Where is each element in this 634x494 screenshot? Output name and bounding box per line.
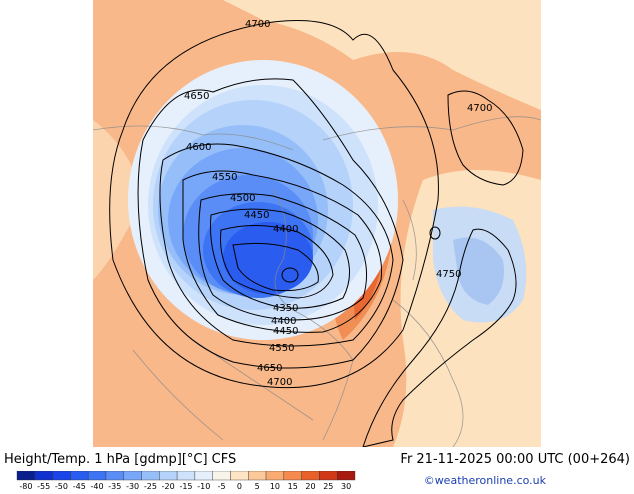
colorbar-swatch (248, 470, 267, 481)
colorbar-swatch (176, 470, 196, 481)
colorbar-swatch (87, 470, 107, 481)
colorbar-swatch (159, 470, 178, 481)
colorbar-tick-label: -80 (19, 482, 32, 490)
colorbar-swatch (230, 470, 249, 481)
map-title: Height/Temp. 1 hPa [gdmp][°C] CFS (4, 452, 237, 467)
colorbar-swatch (123, 470, 142, 481)
colorbar-swatch (52, 470, 71, 481)
contour-label: 4450 (244, 210, 269, 221)
contour-label: 4650 (257, 363, 282, 374)
contour-label: 4650 (184, 91, 209, 102)
colorbar-swatch (16, 470, 35, 481)
colorbar-tick-label: -15 (179, 482, 192, 490)
contour-labels: 4700 4700 4650 4600 4550 4500 4450 4400 … (184, 19, 492, 388)
colorbar-swatch (141, 470, 160, 481)
map-timestamp: Fr 21-11-2025 00:00 UTC (00+264) (400, 452, 630, 467)
color-legend: -80 -55 -50 -45 -40 -35 -30 -25 -20 -15 -10 -5 0 5 10 1… (12, 470, 360, 491)
colorbar-tick-label: -10 (197, 482, 210, 490)
contour-label: 4700 (467, 103, 492, 114)
contour-label: 4550 (269, 343, 294, 354)
colorbar-tick-label: -35 (108, 482, 121, 490)
colorbar-swatch (337, 470, 356, 481)
colorbar-tick-label: 10 (270, 482, 280, 490)
colorbar-swatch (319, 470, 338, 481)
colorbar-tick-label: -25 (144, 482, 157, 490)
contour-label: 4350 (273, 303, 298, 314)
colorbar-tick-label: -45 (73, 482, 86, 490)
colorbar-swatch (70, 470, 89, 481)
colorbar-swatch (105, 470, 124, 481)
height-contours (109, 19, 524, 447)
colorbar-tick-label: 0 (237, 482, 242, 490)
contour-label: 4700 (245, 19, 270, 30)
colorbar-tick-label: -5 (218, 482, 226, 490)
colorbar-tick-label: 15 (288, 482, 298, 490)
colorbar-tick-label: -50 (55, 482, 68, 490)
footer-title-bar: Height/Temp. 1 hPa [gdmp][°C] CFS Fr 21-… (0, 452, 634, 468)
colorbar-tick-label: -30 (126, 482, 139, 490)
colorbar-tick-label: 30 (341, 482, 351, 490)
colorbar-tick-label: 5 (255, 482, 260, 490)
contour-label: 4400 (271, 316, 296, 327)
credit-text: ©weatheronline.co.uk (423, 474, 546, 487)
cream-region-west (93, 120, 143, 280)
contour-label: 4700 (267, 377, 292, 388)
contour-label: 4750 (436, 269, 461, 280)
colorbar-swatch (34, 470, 53, 481)
contour-label: 4450 (273, 326, 298, 337)
colorbar-swatch (194, 470, 213, 481)
contour-label: 4600 (186, 142, 211, 153)
colorbar-swatch (283, 470, 302, 481)
colorbar-tick-label: -55 (37, 482, 50, 490)
colorbar-swatch (265, 470, 285, 481)
cream-region-north (223, 0, 541, 110)
colorbar-tick-label: 20 (305, 482, 315, 490)
colorbar-tick-label: -20 (162, 482, 175, 490)
weather-map: 4700 4700 4650 4600 4550 4500 4450 4400 … (93, 0, 541, 447)
colorbar-swatch (212, 470, 231, 481)
contour-label: 4400 (273, 224, 298, 235)
colorbar-swatch (301, 470, 320, 481)
contour-label: 4500 (230, 193, 255, 204)
contour-label: 4550 (212, 172, 237, 183)
colorbar-tick-label: 25 (323, 482, 333, 490)
blue-region-east-inner (453, 237, 504, 305)
colorbar-tick-label: -40 (91, 482, 104, 490)
